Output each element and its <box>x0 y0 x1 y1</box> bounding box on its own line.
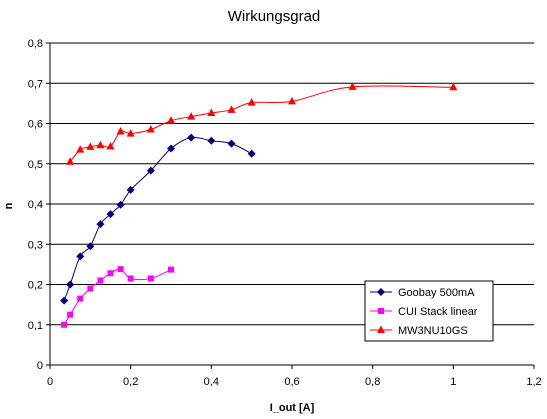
x-tick-label: 0,6 <box>284 376 299 388</box>
series-0 <box>60 133 256 305</box>
x-tick-label: 0,4 <box>204 376 219 388</box>
y-tick-label: 0,7 <box>28 78 43 90</box>
series-1 <box>61 266 174 328</box>
data-point <box>96 220 105 229</box>
data-point <box>117 266 124 273</box>
x-tick-label: 0,2 <box>123 376 138 388</box>
grid <box>50 42 534 326</box>
x-tick-label: 0 <box>47 376 53 388</box>
chart-title: Wirkungsgrad <box>228 8 321 25</box>
data-point <box>377 288 385 296</box>
y-axis-ticks: 0 0,1 0,2 0,3 0,4 0,5 0,6 0,7 0,8 <box>28 38 50 372</box>
data-point <box>66 157 75 165</box>
data-point <box>107 270 114 277</box>
data-point <box>167 144 175 153</box>
series-line <box>63 268 172 326</box>
data-point <box>247 149 256 158</box>
data-point <box>187 133 196 142</box>
y-tick-label: 0,8 <box>28 38 43 50</box>
legend-entry: CUI Stack linear <box>370 306 478 318</box>
data-point <box>106 210 115 219</box>
y-tick-label: 0,5 <box>28 159 43 171</box>
legend: Goobay 500mA CUI Stack linear MW3NU10GS <box>364 280 494 342</box>
x-tick-label: 0,8 <box>365 376 380 388</box>
data-point <box>61 321 68 328</box>
data-point <box>86 142 95 150</box>
data-point <box>348 82 357 90</box>
data-point <box>227 105 236 113</box>
legend-entry: Goobay 500mA <box>370 287 475 299</box>
x-axis-label: I_out [A] <box>270 402 315 414</box>
y-tick-label: 0,1 <box>28 320 43 332</box>
data-point <box>146 125 155 133</box>
data-point <box>67 311 74 318</box>
legend-label: MW3NU10GS <box>398 325 468 337</box>
data-point <box>60 296 69 305</box>
data-point <box>187 112 196 120</box>
data-point <box>116 200 125 209</box>
y-tick-label: 0 <box>37 360 43 372</box>
legend-entry: MW3NU10GS <box>370 325 468 337</box>
data-point <box>86 242 95 251</box>
data-point <box>449 82 458 91</box>
x-tick-label: 1,2 <box>526 376 541 388</box>
data-point <box>116 127 125 135</box>
data-point <box>168 266 174 273</box>
legend-label: Goobay 500mA <box>398 287 475 299</box>
data-point <box>76 145 85 153</box>
data-point <box>127 275 134 282</box>
y-tick-label: 0,2 <box>28 280 43 292</box>
data-point <box>96 140 105 149</box>
plot-area <box>60 82 458 328</box>
y-tick-label: 0,4 <box>28 199 43 211</box>
data-point <box>146 166 155 175</box>
x-tick-label: 1 <box>450 376 456 388</box>
data-point <box>66 280 75 289</box>
data-point <box>377 325 385 333</box>
data-point <box>207 108 216 117</box>
data-point <box>227 139 236 148</box>
x-axis-ticks: 0 0,2 0,4 0,6 0,8 1 1,2 <box>47 365 542 388</box>
data-point <box>288 96 296 105</box>
data-point <box>167 116 175 124</box>
y-tick-label: 0,3 <box>28 239 43 251</box>
data-point <box>126 185 135 194</box>
data-point <box>126 129 135 137</box>
data-point <box>378 308 384 314</box>
data-point <box>87 285 94 292</box>
data-point <box>76 252 85 261</box>
y-axis-label: n <box>3 202 15 209</box>
data-point <box>247 98 256 106</box>
series-2 <box>66 82 458 165</box>
legend-label: CUI Stack linear <box>398 306 478 318</box>
data-point <box>106 141 115 150</box>
y-tick-label: 0,6 <box>28 119 43 131</box>
data-point <box>77 295 84 302</box>
series-line <box>69 85 454 163</box>
data-point <box>97 277 104 284</box>
data-point <box>147 275 154 282</box>
data-point <box>207 136 216 145</box>
